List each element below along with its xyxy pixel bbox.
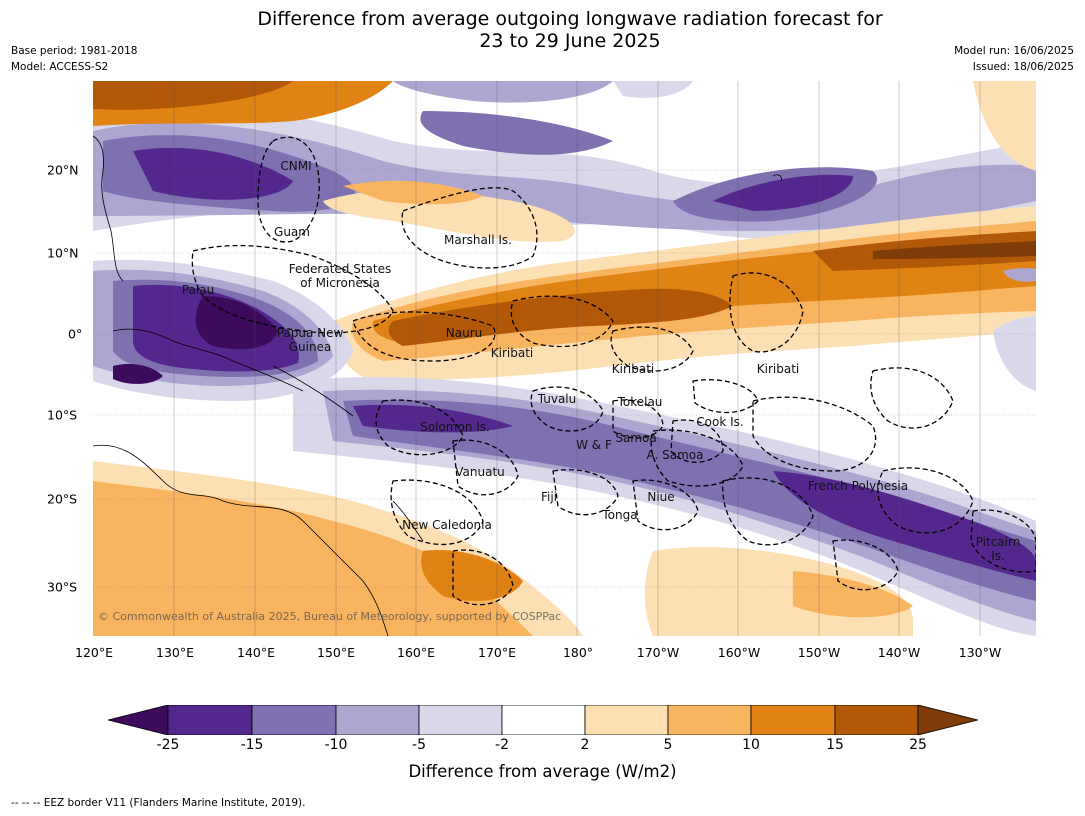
colorbar-tick: 5 [663, 737, 673, 753]
lat-label-20n: 20°N [47, 162, 79, 178]
lon-label-130e: 130°E [155, 645, 195, 660]
lon-label-130w: 130°W [958, 645, 1002, 660]
lon-label-180: 180° [562, 645, 594, 660]
lon-label-160w: 160°W [717, 645, 761, 660]
region-label-new-caledonia: New Caledonia [402, 518, 492, 532]
colorbar-tick: 10 [742, 737, 760, 753]
colorbar-tick: -25 [156, 737, 180, 753]
colorbar-tick: 25 [909, 737, 927, 753]
copyright-notice: © Commonwealth of Australia 2025, Bureau… [98, 610, 562, 623]
lon-label-140w: 140°W [877, 645, 921, 660]
region-label-palau: Palau [181, 283, 215, 297]
meta-left: Base period: 1981-2018 Model: ACCESS-S2 [11, 43, 137, 75]
region-label-nauru: Nauru [445, 326, 483, 340]
region-label-french-polynesia: French Polynesia [807, 479, 909, 493]
region-label-niue: Niue [647, 490, 675, 504]
lon-label-120e: 120°E [74, 645, 114, 660]
lon-label-170e: 170°E [477, 645, 517, 660]
region-label-wallis-futuna: W & F [576, 438, 612, 452]
anomaly-field [93, 81, 1036, 636]
region-label-pitcairn: Pitcairn Is. [975, 535, 1021, 563]
eez-footnote: -- -- -- EEZ border V11 (Flanders Marine… [11, 797, 306, 809]
region-label-kiribati-w: Kiribati [490, 346, 534, 360]
colorbar-extend-high [917, 705, 978, 735]
region-label-american-samoa: A. Samoa [646, 448, 704, 462]
region-label-tuvalu: Tuvalu [537, 392, 577, 406]
lon-label-140e: 140°E [236, 645, 276, 660]
lon-label-150e: 150°E [316, 645, 356, 660]
colorbar-extend-low [108, 705, 169, 735]
map-title: Difference from average outgoing longwav… [0, 8, 1085, 52]
lat-label-30s: 30°S [47, 579, 78, 595]
region-label-tokelau: Tokelau [617, 395, 663, 409]
region-label-vanuatu: Vanuatu [455, 465, 505, 479]
title-line-1: Difference from average outgoing longwav… [257, 8, 883, 30]
issued-date: Issued: 18/06/2025 [972, 61, 1074, 73]
lat-label-0: 0° [68, 326, 83, 342]
region-label-fiji: Fiji [540, 490, 558, 504]
region-label-fsm: Federated States of Micronesia [288, 262, 392, 290]
colorbar-tick: -5 [412, 737, 426, 753]
region-label-kiribati-e: Kiribati [756, 362, 800, 376]
colorbar-tick: -2 [495, 737, 509, 753]
region-label-kiribati-c: Kiribati [611, 362, 655, 376]
lat-label-10n: 10°N [47, 245, 79, 261]
model-name: Model: ACCESS-S2 [11, 61, 109, 73]
lat-label-10s: 10°S [47, 407, 78, 423]
colorbar-tick: -10 [324, 737, 348, 753]
region-label-samoa: Samoa [615, 431, 657, 445]
lat-label-20s: 20°S [47, 491, 78, 507]
colorbar-tick: 15 [826, 737, 844, 753]
base-period: Base period: 1981-2018 [11, 45, 138, 57]
region-label-guam: Guam [274, 225, 310, 239]
colorbar-tick: -15 [240, 737, 264, 753]
lon-label-160e: 160°E [396, 645, 436, 660]
colorbar-tick: 2 [580, 737, 590, 753]
lon-label-150w: 150°W [797, 645, 841, 660]
region-label-cnmi: CNMI [280, 159, 312, 173]
title-line-2: 23 to 29 June 2025 [479, 30, 661, 52]
meta-right: Model run: 16/06/2025 Issued: 18/06/2025 [954, 43, 1074, 75]
colorbar-label: Difference from average (W/m2) [408, 762, 677, 781]
colorbar [108, 705, 978, 735]
region-label-marshall: Marshall Is. [444, 233, 512, 247]
map-area [93, 81, 1036, 636]
region-label-solomon: Solomon Is. [420, 420, 490, 434]
region-label-tonga: Tonga [602, 508, 638, 522]
lon-label-170w: 170°W [636, 645, 680, 660]
model-run: Model run: 16/06/2025 [954, 45, 1074, 57]
region-label-cook: Cook Is. [696, 415, 744, 429]
region-label-png: Papua New Guinea [276, 326, 344, 354]
